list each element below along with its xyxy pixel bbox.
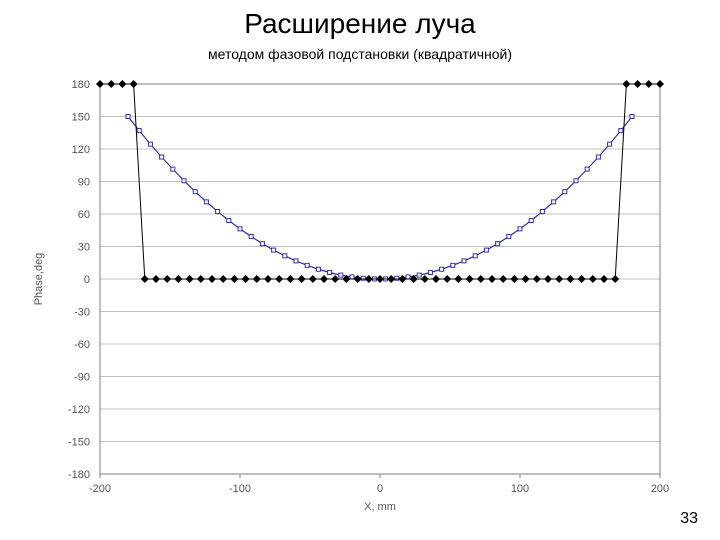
marker-quadratic-phase	[182, 179, 186, 183]
x-tick-label: 200	[651, 483, 669, 495]
marker-quadratic-phase	[596, 155, 600, 159]
y-tick-label: -180	[68, 469, 90, 481]
marker-quadratic-phase	[305, 263, 309, 267]
marker-quadratic-phase	[518, 227, 522, 231]
phase-chart: -200 -100 0 100 200 -180 -150 -120 -90 -60 -30 0 30 6…	[0, 0, 720, 540]
marker-quadratic-phase	[193, 190, 197, 194]
marker-quadratic-phase	[350, 275, 354, 279]
y-tick-label: 90	[78, 177, 90, 189]
marker-quadratic-phase	[126, 115, 130, 119]
y-axis-label: Phase,deg	[33, 253, 45, 306]
marker-quadratic-phase	[552, 200, 556, 204]
marker-quadratic-phase	[395, 276, 399, 280]
marker-quadratic-phase	[507, 235, 511, 239]
marker-quadratic-phase	[540, 210, 544, 214]
marker-quadratic-phase	[328, 271, 332, 275]
marker-quadratic-phase	[406, 275, 410, 279]
marker-quadratic-phase	[260, 242, 264, 246]
marker-quadratic-phase	[630, 115, 634, 119]
y-tick-label: -60	[74, 339, 90, 351]
x-tick-label: -100	[229, 483, 251, 495]
marker-quadratic-phase	[440, 267, 444, 271]
marker-quadratic-phase	[160, 155, 164, 159]
y-tick-label: 30	[78, 242, 90, 254]
y-tick-label: -30	[74, 307, 90, 319]
marker-quadratic-phase	[451, 263, 455, 267]
marker-quadratic-phase	[339, 273, 343, 277]
marker-quadratic-phase	[428, 271, 432, 275]
y-tick-label: 0	[84, 274, 90, 286]
marker-quadratic-phase	[484, 248, 488, 252]
y-tick-label: -150	[68, 437, 90, 449]
marker-quadratic-phase	[585, 167, 589, 171]
y-tick-label: 120	[72, 144, 90, 156]
marker-quadratic-phase	[462, 259, 466, 263]
marker-quadratic-phase	[227, 219, 231, 223]
y-tick-label: 150	[72, 112, 90, 124]
x-tick-label: -200	[89, 483, 111, 495]
marker-quadratic-phase	[574, 179, 578, 183]
marker-quadratic-phase	[563, 190, 567, 194]
x-axis-label: X, mm	[364, 501, 396, 513]
marker-quadratic-phase	[529, 219, 533, 223]
marker-quadratic-phase	[294, 259, 298, 263]
marker-quadratic-phase	[204, 200, 208, 204]
marker-quadratic-phase	[283, 254, 287, 258]
marker-quadratic-phase	[272, 248, 276, 252]
y-tick-label: 180	[72, 79, 90, 91]
marker-quadratic-phase	[216, 210, 220, 214]
page-number: 33	[680, 510, 698, 528]
marker-quadratic-phase	[473, 254, 477, 258]
marker-quadratic-phase	[148, 142, 152, 146]
x-tick-label: 100	[511, 483, 529, 495]
marker-quadratic-phase	[417, 273, 421, 277]
y-tick-label: 60	[78, 209, 90, 221]
marker-quadratic-phase	[137, 129, 141, 133]
marker-quadratic-phase	[361, 276, 365, 280]
marker-quadratic-phase	[496, 242, 500, 246]
marker-quadratic-phase	[316, 267, 320, 271]
x-tick-label: 0	[377, 483, 383, 495]
marker-quadratic-phase	[238, 227, 242, 231]
y-tick-label: -120	[68, 404, 90, 416]
marker-quadratic-phase	[171, 167, 175, 171]
y-tick-label: -90	[74, 372, 90, 384]
marker-quadratic-phase	[619, 129, 623, 133]
marker-quadratic-phase	[608, 142, 612, 146]
marker-quadratic-phase	[249, 235, 253, 239]
